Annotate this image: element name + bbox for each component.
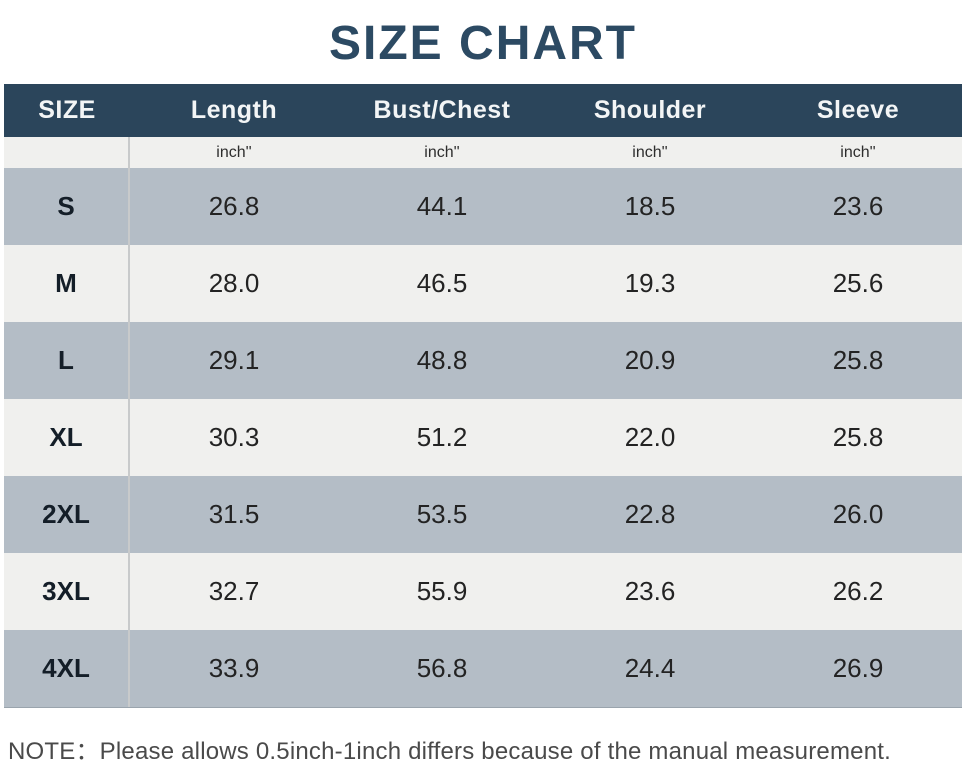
size-label: XL: [4, 399, 130, 476]
table-row-m: M 28.0 46.5 19.3 25.6: [4, 245, 962, 322]
size-table: SIZE Length Bust/Chest Shoulder Sleeve i…: [4, 84, 962, 708]
shoulder-value: 22.8: [624, 499, 676, 529]
table-row-s: S 26.8 44.1 18.5 23.6: [4, 168, 962, 245]
length-value: 33.9: [208, 653, 260, 683]
length-value: 28.0: [208, 268, 260, 298]
sleeve-value: 26.2: [832, 576, 884, 606]
length-value: 26.8: [208, 191, 260, 221]
bust-chest-value: 51.2: [416, 422, 468, 452]
size-label: M: [4, 245, 130, 322]
unit-cell-bust-chest: inch'': [424, 143, 460, 161]
length-value: 29.1: [208, 345, 260, 375]
shoulder-value: 22.0: [624, 422, 676, 452]
column-header-shoulder: Shoulder: [593, 96, 707, 124]
table-row-4xl: 4XL 33.9 56.8 24.4 26.9: [4, 630, 962, 707]
sleeve-value: 26.0: [832, 499, 884, 529]
measurement-note: NOTE：Please allows 0.5inch-1inch differs…: [8, 738, 891, 765]
shoulder-value: 24.4: [624, 653, 676, 683]
size-label: L: [4, 322, 130, 399]
table-row-2xl: 2XL 31.5 53.5 22.8 26.0: [4, 476, 962, 553]
shoulder-value: 23.6: [624, 576, 676, 606]
length-value: 31.5: [208, 499, 260, 529]
unit-cell-sleeve: inch'': [840, 143, 876, 161]
bust-chest-value: 44.1: [416, 191, 468, 221]
column-header-bust-chest: Bust/Chest: [373, 96, 511, 124]
column-header-sleeve: Sleeve: [816, 96, 900, 124]
sleeve-value: 26.9: [832, 653, 884, 683]
sleeve-value: 25.8: [832, 422, 884, 452]
bust-chest-value: 53.5: [416, 499, 468, 529]
bust-chest-value: 48.8: [416, 345, 468, 375]
length-value: 30.3: [208, 422, 260, 452]
length-value: 32.7: [208, 576, 260, 606]
sleeve-value: 25.6: [832, 268, 884, 298]
shoulder-value: 18.5: [624, 191, 676, 221]
bust-chest-value: 56.8: [416, 653, 468, 683]
unit-cell-shoulder: inch'': [632, 143, 668, 161]
column-header-length: Length: [190, 96, 278, 124]
sleeve-value: 25.8: [832, 345, 884, 375]
table-header-row: SIZE Length Bust/Chest Shoulder Sleeve: [4, 84, 962, 137]
shoulder-value: 20.9: [624, 345, 676, 375]
size-label: 2XL: [4, 476, 130, 553]
table-row-l: L 29.1 48.8 20.9 25.8: [4, 322, 962, 399]
unit-cell-length: inch'': [216, 143, 252, 161]
table-row-xl: XL 30.3 51.2 22.0 25.8: [4, 399, 962, 476]
unit-cell-empty: [4, 137, 130, 168]
size-label: 4XL: [4, 630, 130, 707]
bust-chest-value: 46.5: [416, 268, 468, 298]
bust-chest-value: 55.9: [416, 576, 468, 606]
column-header-size: SIZE: [38, 96, 96, 124]
page-title: SIZE CHART: [329, 16, 637, 70]
size-label: 3XL: [4, 553, 130, 630]
sleeve-value: 23.6: [832, 191, 884, 221]
size-label: S: [4, 168, 130, 245]
table-units-row: inch'' inch'' inch'' inch'': [4, 137, 962, 168]
shoulder-value: 19.3: [624, 268, 676, 298]
table-row-3xl: 3XL 32.7 55.9 23.6 26.2: [4, 553, 962, 630]
